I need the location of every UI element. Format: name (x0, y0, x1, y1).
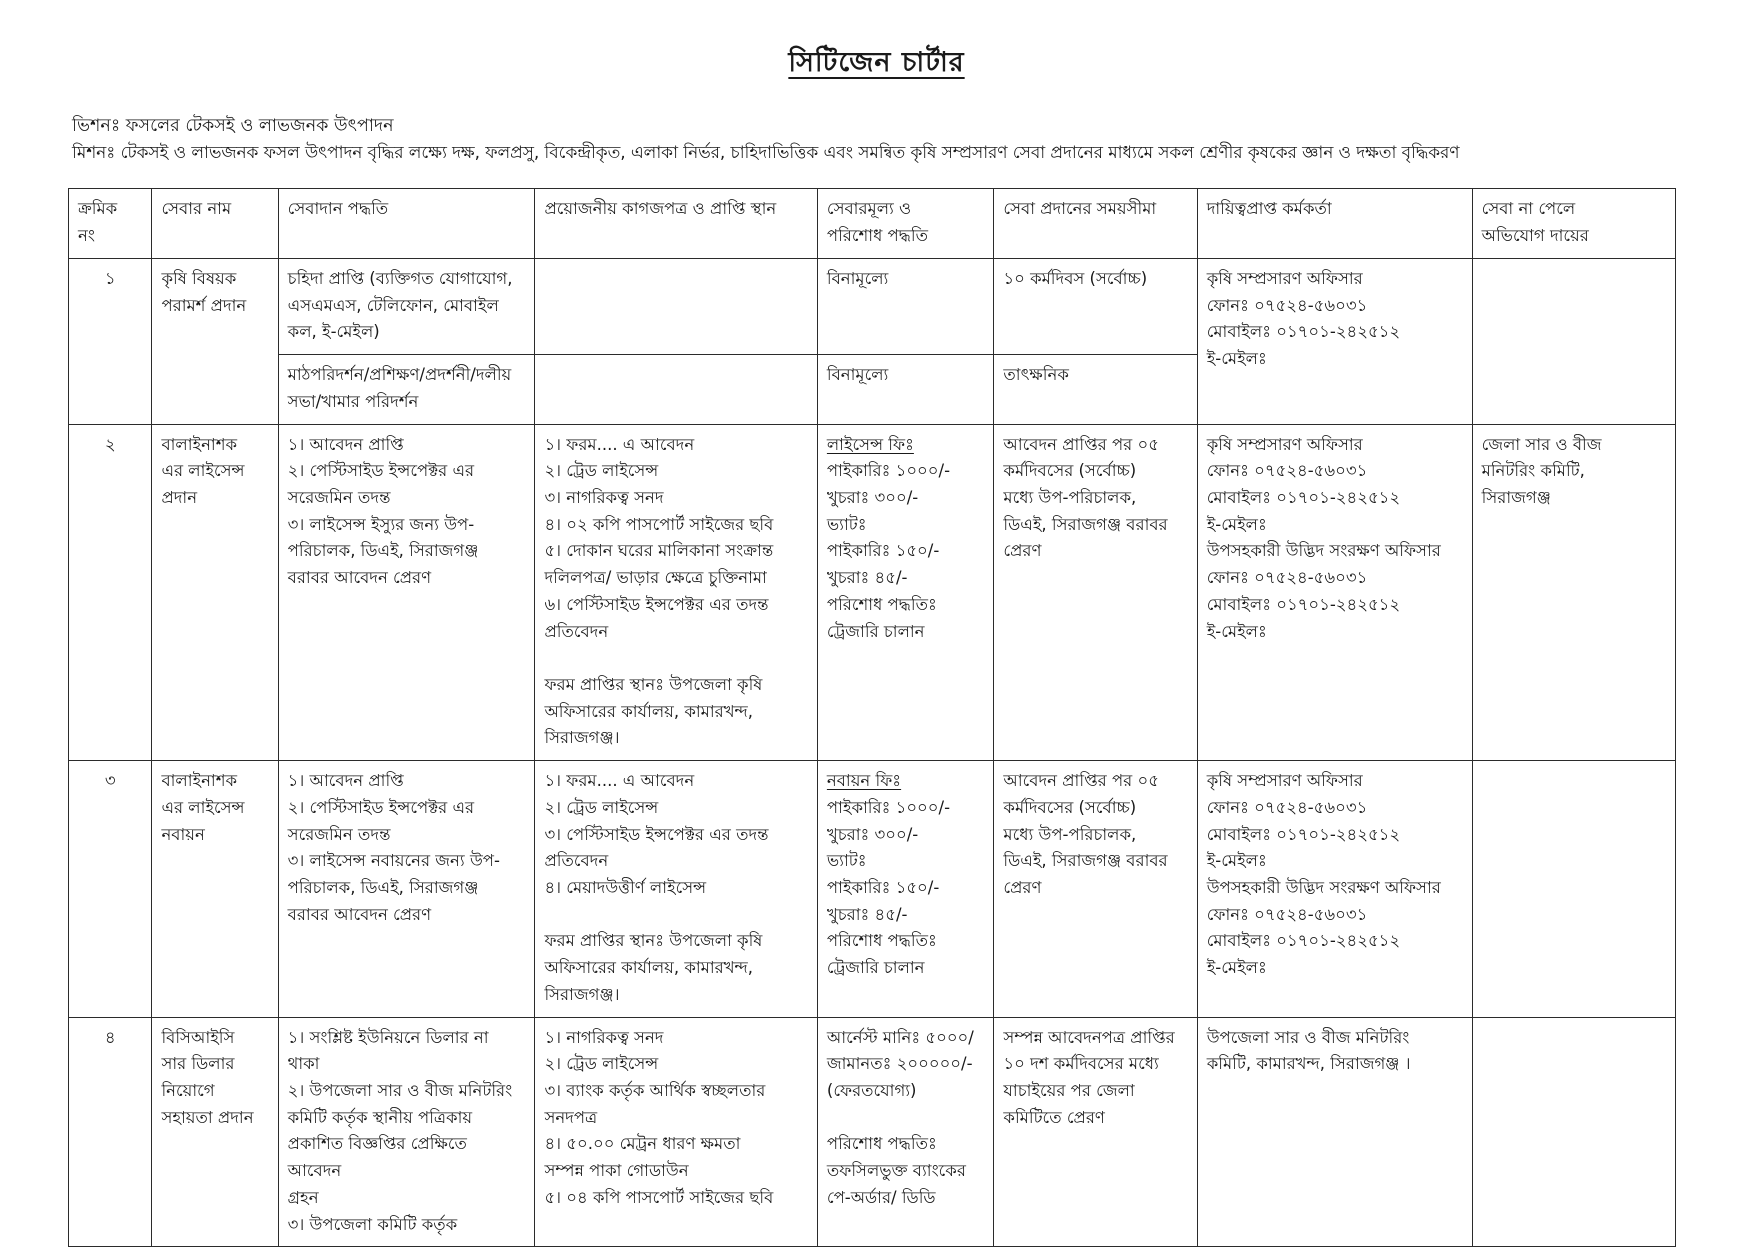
complaint-authority-text: জেলা সার ও বীজ মনিটরিং কমিটি, সিরাজগঞ্জ (1481, 434, 1602, 507)
column-header-sl: ক্রমিক নং (67, 188, 153, 259)
cell-service-name: বালাইনাশক এর লাইসেন্স নবায়ন (151, 760, 279, 1018)
cell-service-method-text: ১। সংশ্লিষ্ট ইউনিয়নে ডিলার না থাকা ২। উ… (287, 1027, 513, 1234)
responsible-officer-text: উপজেলা সার ও বীজ মনিটরিং কমিটি, কামারখন্… (1206, 1027, 1411, 1074)
cell-service-method: মাঠপরিদর্শন/প্রশিক্ষণ/প্রদর্শনী/দলীয় সভ… (277, 354, 536, 425)
column-header-fee: সেবারমূল্য ও পরিশোধ পদ্ধতি (816, 188, 995, 259)
column-header-complaint: সেবা না পেলে অভিযোগ দায়ের (1471, 188, 1677, 259)
cell-service-timeline-text: তাৎক্ষনিক (1003, 365, 1069, 385)
cell-serial-number: ৩ (67, 760, 153, 1018)
column-header-documents: প্রয়োজনীয় কাগজপত্র ও প্রাপ্তি স্থান (534, 188, 818, 259)
cell-complaint-authority (1471, 760, 1677, 1018)
service-name-text: কৃষি বিষয়ক পরামর্শ প্রদান (161, 268, 247, 315)
mission-line: মিশনঃ টেকসই ও লাভজনক ফসল উৎপাদন বৃদ্ধির … (72, 143, 1460, 164)
vision-mission-block: ভিশনঃ ফসলের টেকসই ও লাভজনক উৎপাদন মিশনঃ … (72, 113, 1672, 166)
service-name-text: বালাইনাশক এর লাইসেন্স প্রদান (161, 434, 245, 507)
cell-service-name: কৃষি বিষয়ক পরামর্শ প্রদান (151, 257, 279, 425)
cell-complaint-authority (1471, 1016, 1677, 1247)
cell-responsible-officer: কৃষি সম্প্রসারণ অফিসার ফোনঃ ০৭৫২৪-৫৬০৩১ … (1196, 760, 1473, 1018)
cell-responsible-officer: উপজেলা সার ও বীজ মনিটরিং কমিটি, কামারখন্… (1196, 1016, 1473, 1247)
cell-required-documents: ১। নাগরিকত্ব সনদ ২। ট্রেড লাইসেন্স ৩। ব্… (534, 1016, 818, 1247)
vision-line: ভিশনঃ ফসলের টেকসই ও লাভজনক উৎপাদন (72, 116, 394, 136)
cell-service-fee: বিনামূল্যে (816, 257, 995, 356)
cell-service-fee: লাইসেন্স ফিঃ পাইকারিঃ ১০০০/- খুচরাঃ ৩০০/… (816, 423, 995, 762)
cell-service-timeline-text: আবেদন প্রাপ্তির পর ০৫ কর্মদিবসের (সর্বোচ… (1003, 771, 1168, 897)
cell-serial-number: ২ (67, 423, 153, 762)
cell-service-method: ১। সংশ্লিষ্ট ইউনিয়নে ডিলার না থাকা ২। উ… (277, 1016, 536, 1247)
cell-service-method: ১। আবেদন প্রাপ্তি ২। পেস্টিসাইড ইন্সপেক্… (277, 423, 536, 762)
cell-service-method: ১। আবেদন প্রাপ্তি ২। পেস্টিসাইড ইন্সপেক্… (277, 760, 536, 1018)
cell-service-timeline: সম্পন্ন আবেদনপত্র প্রাপ্তির ১০ দশ কর্মদি… (993, 1016, 1198, 1247)
cell-service-method-text: মাঠপরিদর্শন/প্রশিক্ষণ/প্রদর্শনী/দলীয় সভ… (287, 365, 512, 411)
cell-service-fee-text: বিনামূল্যে (826, 268, 889, 288)
cell-service-fee-text: আর্নেস্ট মানিঃ ৫০০০/ জামানতঃ ২০০০০০/- (ফ… (826, 1027, 974, 1207)
cell-service-method-text: ১। আবেদন প্রাপ্তি ২। পেস্টিসাইড ইন্সপেক্… (287, 771, 500, 924)
fee-heading-text: নবায়ন ফিঃ (826, 771, 902, 791)
responsible-officer-text: কৃষি সম্প্রসারণ অফিসার ফোনঃ ০৭৫২৪-৫৬০৩১ … (1206, 771, 1441, 978)
table-body: ১ কৃষি বিষয়ক পরামর্শ প্রদান চহিদা প্রাপ্ত… (67, 257, 1677, 1247)
cell-required-documents-text: ১। নাগরিকত্ব সনদ ২। ট্রেড লাইসেন্স ৩। ব্… (544, 1027, 774, 1207)
cell-complaint-authority: জেলা সার ও বীজ মনিটরিং কমিটি, সিরাজগঞ্জ (1471, 423, 1677, 762)
cell-service-method-text: চহিদা প্রাপ্তি (ব্যক্তিগত যোগাযোগ, এসএমএ… (287, 268, 513, 342)
table-row: ২ বালাইনাশক এর লাইসেন্স প্রদান ১। আবেদন প্… (67, 423, 1677, 762)
cell-service-fee: নবায়ন ফিঃ পাইকারিঃ ১০০০/- খুচরাঃ ৩০০/- … (816, 760, 995, 1018)
cell-required-documents (534, 354, 818, 425)
cell-complaint-authority (1471, 257, 1677, 425)
service-name-text: বিসিআইসি সার ডিলার নিয়োগে সহায়তা প্রদা… (161, 1027, 254, 1127)
cell-service-fee: আর্নেস্ট মানিঃ ৫০০০/ জামানতঃ ২০০০০০/- (ফ… (816, 1016, 995, 1247)
cell-required-documents-text: ১। ফরম.... এ আবেদন ২। ট্রেড লাইসেন্স ৩। … (544, 434, 774, 748)
fee-detail-text: পাইকারিঃ ১০০০/- খুচরাঃ ৩০০/- ভ্যাটঃ পাইক… (826, 461, 951, 641)
page-title: সিটিজেন চার্টার (788, 47, 965, 78)
cell-service-timeline-text: সম্পন্ন আবেদনপত্র প্রাপ্তির ১০ দশ কর্মদি… (1003, 1027, 1175, 1127)
responsible-officer-text: কৃষি সম্প্রসারণ অফিসার ফোনঃ ০৭৫২৪-৫৬০৩১ … (1206, 268, 1401, 369)
cell-service-timeline-text: ১০ কর্মদিবস (সর্বোচ্চ) (1003, 268, 1148, 288)
citizen-charter-table: ক্রমিক নং সেবার নাম সেবাদান পদ্ধতি প্রয়… (67, 188, 1677, 1247)
cell-required-documents: ১। ফরম.... এ আবেদন ২। ট্রেড লাইসেন্স ৩। … (534, 423, 818, 762)
table-row: ৩ বালাইনাশক এর লাইসেন্স নবায়ন ১। আবেদন প্… (67, 760, 1677, 1018)
cell-service-name: বিসিআইসি সার ডিলার নিয়োগে সহায়তা প্রদা… (151, 1016, 279, 1247)
cell-service-fee: বিনামূল্যে (816, 354, 995, 425)
fee-heading-text: লাইসেন্স ফিঃ (826, 434, 914, 454)
cell-service-timeline: আবেদন প্রাপ্তির পর ০৫ কর্মদিবসের (সর্বোচ… (993, 423, 1198, 762)
table-row: ১ কৃষি বিষয়ক পরামর্শ প্রদান চহিদা প্রাপ্ত… (67, 257, 1677, 425)
service-name-text: বালাইনাশক এর লাইসেন্স নবায়ন (161, 771, 245, 844)
cell-service-timeline: আবেদন প্রাপ্তির পর ০৫ কর্মদিবসের (সর্বোচ… (993, 760, 1198, 1018)
column-header-method: সেবাদান পদ্ধতি (277, 188, 536, 259)
cell-required-documents-text: ১। ফরম.... এ আবেদন ২। ট্রেড লাইসেন্স ৩। … (544, 771, 769, 1004)
cell-serial-number: ৪ (67, 1016, 153, 1247)
cell-responsible-officer: কৃষি সম্প্রসারণ অফিসার ফোনঃ ০৭৫২৪-৫৬০৩১ … (1196, 257, 1473, 425)
responsible-officer-text: কৃষি সম্প্রসারণ অফিসার ফোনঃ ০৭৫২৪-৫৬০৩১ … (1206, 434, 1441, 641)
column-header-officer: দায়িত্বপ্রাপ্ত কর্মকর্তা (1196, 188, 1473, 259)
cell-service-timeline-text: আবেদন প্রাপ্তির পর ০৫ কর্মদিবসের (সর্বোচ… (1003, 434, 1168, 561)
cell-service-method: চহিদা প্রাপ্তি (ব্যক্তিগত যোগাযোগ, এসএমএ… (277, 257, 536, 356)
table-row: মাঠপরিদর্শন/প্রশিক্ষণ/প্রদর্শনী/দলীয় সভ… (69, 354, 1676, 425)
column-header-time: সেবা প্রদানের সময়সীমা (993, 188, 1198, 259)
cell-service-method-text: ১। আবেদন প্রাপ্তি ২। পেস্টিসাইড ইন্সপেক্… (287, 434, 479, 588)
cell-service-fee-text: বিনামূল্যে (826, 365, 889, 385)
table-header-row: ক্রমিক নং সেবার নাম সেবাদান পদ্ধতি প্রয়… (67, 188, 1677, 259)
cell-service-timeline: ১০ কর্মদিবস (সর্বোচ্চ) (993, 257, 1198, 356)
cell-responsible-officer: কৃষি সম্প্রসারণ অফিসার ফোনঃ ০৭৫২৪-৫৬০৩১ … (1196, 423, 1473, 762)
column-header-service-name: সেবার নাম (151, 188, 279, 259)
cell-required-documents (534, 257, 818, 356)
table-row: ৪ বিসিআইসি সার ডিলার নিয়োগে সহায়তা প্রদ… (67, 1016, 1677, 1247)
cell-service-timeline: তাৎক্ষনিক (993, 354, 1198, 425)
cell-serial-number: ১ (67, 257, 153, 425)
cell-required-documents: ১। ফরম.... এ আবেদন ২। ট্রেড লাইসেন্স ৩। … (534, 760, 818, 1018)
fee-detail-text: পাইকারিঃ ১০০০/- খুচরাঃ ৩০০/- ভ্যাটঃ পাইক… (826, 797, 951, 978)
cell-service-name: বালাইনাশক এর লাইসেন্স প্রদান (151, 423, 279, 762)
